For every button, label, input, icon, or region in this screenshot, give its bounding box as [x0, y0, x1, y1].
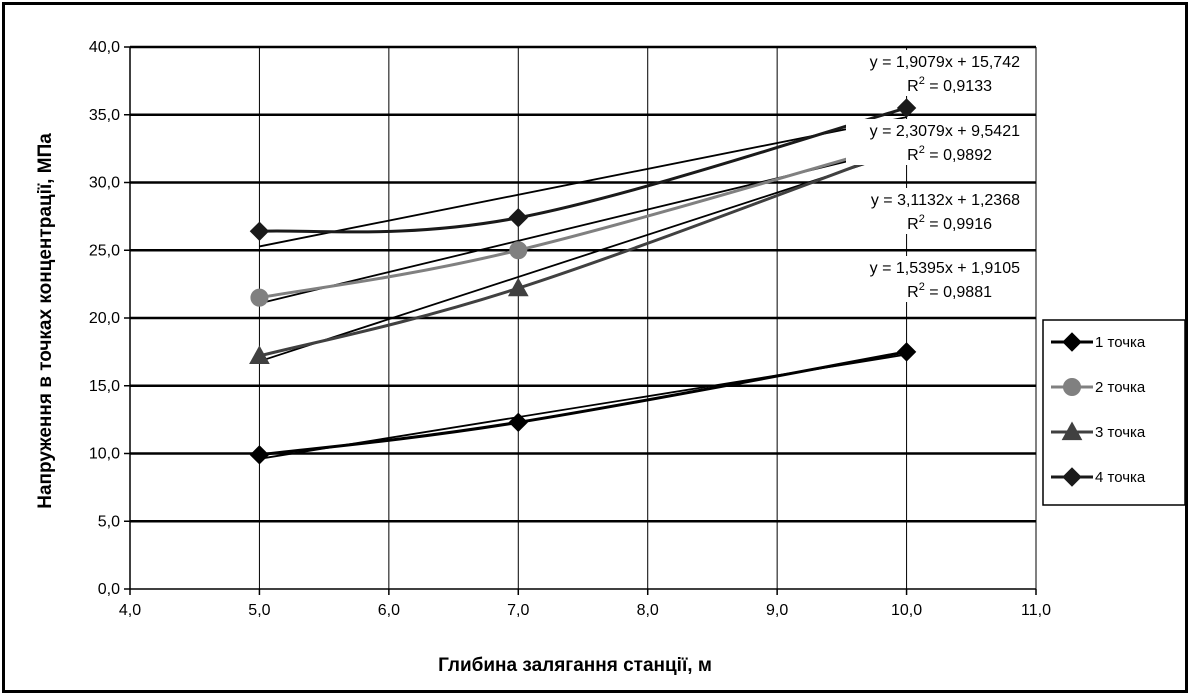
series-4-point	[249, 221, 270, 241]
x-tick-label: 5,0	[248, 602, 270, 619]
legend-marker-4	[1062, 467, 1082, 487]
trendline-4-r2: R2 = 0,9881	[907, 281, 992, 301]
series-line-3	[259, 145, 908, 358]
series-line-2	[259, 140, 907, 300]
y-tick-label: 15,0	[89, 378, 120, 395]
label-layer: 4,0 5,0 6,0 7,0 8,0 9,0 10,0 11,0 0,0 5,0 10,0 15,0…	[89, 39, 1051, 619]
trendline-3-r2: R2 = 0,9916	[907, 213, 992, 233]
x-tick-label: 11,0	[1021, 602, 1051, 619]
legend-label-2: 2 точка	[1095, 379, 1146, 396]
trendline-2-r2: R2 = 0,9892	[907, 144, 992, 164]
trendline-4-equation: y = 1,5395x + 1,9105	[870, 260, 1020, 277]
series-1-point	[249, 445, 270, 465]
x-tick-label: 10,0	[891, 602, 922, 619]
series-layer	[259, 106, 908, 457]
x-tick-label: 9,0	[766, 602, 788, 619]
legend-marker-2	[1063, 378, 1081, 396]
series-line-4	[259, 106, 907, 234]
legend-label-4: 4 точка	[1095, 469, 1146, 486]
series-3-point	[507, 277, 529, 297]
trendline-1-equation: y = 1,9079x + 15,742	[870, 54, 1020, 71]
series-line-1	[259, 350, 907, 457]
y-tick-label: 30,0	[89, 175, 120, 192]
y-tick-label: 35,0	[89, 107, 120, 124]
legend: 1 точка 2 точка 3 точка 4 точка	[1042, 319, 1186, 506]
legend-marker-3	[1061, 421, 1083, 441]
chart-svg: 4,0 5,0 6,0 7,0 8,0 9,0 10,0 11,0 0,0 5,0 10,0 15,0…	[35, 39, 1186, 676]
equation-bg	[846, 256, 1024, 302]
trendline-3	[259, 149, 907, 363]
series-2-point	[509, 241, 528, 260]
trendline-3-equation: y = 3,1132x + 1,2368	[871, 192, 1020, 209]
series-2-point	[250, 288, 269, 307]
series-1-point	[508, 412, 528, 433]
y-tick-label: 5,0	[98, 513, 120, 530]
legend-label-3: 3 точка	[1095, 424, 1146, 441]
y-tick-label: 0,0	[98, 581, 120, 598]
x-tick-label: 4,0	[119, 602, 141, 619]
legend-marker-1	[1062, 332, 1082, 352]
y-tick-label: 40,0	[89, 39, 120, 56]
y-axis-title: Напруження в точках концентрації, МПа	[35, 133, 56, 509]
x-tick-label: 8,0	[637, 602, 659, 619]
equation-bg	[846, 50, 1024, 96]
y-tick-label: 20,0	[89, 310, 120, 327]
series-4-point	[508, 208, 528, 228]
series-1-point	[896, 342, 917, 362]
axes-layer	[124, 46, 1037, 595]
trendline-2-equation: y = 2,3079x + 9,5421	[870, 123, 1020, 140]
x-axis-title: Глибина залягання станції, м	[438, 655, 712, 676]
trendline-1	[259, 116, 907, 248]
equation-bg	[846, 119, 1024, 165]
series-3-point	[249, 345, 270, 365]
legend-label-1: 1 точка	[1095, 334, 1146, 351]
x-tick-label: 6,0	[378, 602, 400, 619]
equation-bg	[846, 188, 1024, 234]
y-tick-label: 10,0	[89, 446, 120, 463]
x-tick-label: 7,0	[507, 602, 529, 619]
y-tick-label: 25,0	[89, 242, 120, 259]
series-4-point	[896, 98, 917, 118]
trendline-1-r2: R2 = 0,9133	[907, 75, 992, 95]
